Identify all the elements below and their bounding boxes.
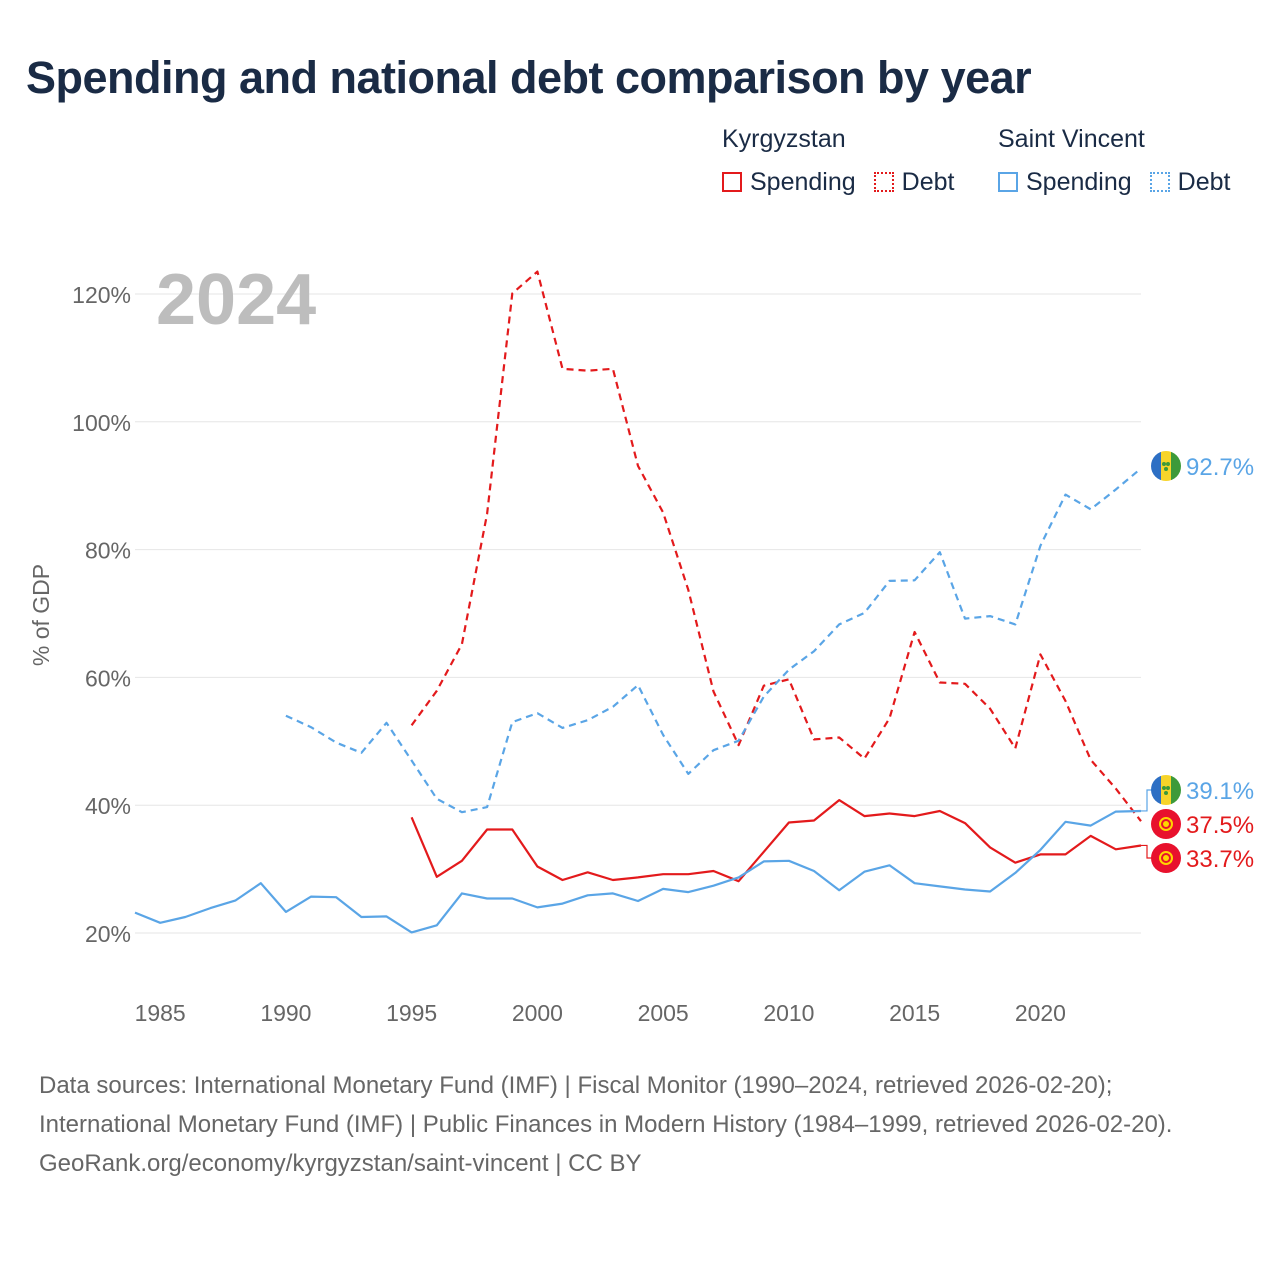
flag-sun-center — [1163, 821, 1169, 827]
legend-saint-vincent-debt-label: Debt — [1177, 167, 1231, 196]
flag-sun-center — [1163, 855, 1169, 861]
flag-sun — [1159, 817, 1173, 831]
y-tick-label: 120% — [72, 282, 131, 308]
dotted-line-swatch-icon — [1149, 172, 1170, 192]
y-axis-label: % of GDP — [28, 564, 54, 666]
end-value-label: 33.7% — [1186, 846, 1254, 873]
legend-kyrgyzstan-spending[interactable]: Spending — [722, 168, 856, 197]
end-label-connector — [1141, 844, 1153, 859]
x-tick-label: 2020 — [1015, 1000, 1066, 1026]
footer: Data sources: International Monetary Fun… — [39, 1066, 1239, 1183]
legend-saint-vincent-title: Saint Vincent — [998, 125, 1145, 153]
solid-line-swatch-icon — [998, 172, 1018, 192]
legend-kyrgyzstan: Kyrgyzstan Spending Debt — [722, 122, 954, 202]
x-tick-label: 1990 — [260, 1000, 311, 1026]
flag-diamond — [1166, 786, 1170, 790]
flag-diamond — [1164, 467, 1168, 471]
saint-vincent-debt-line — [285, 467, 1142, 814]
x-tick-label: 2010 — [763, 1000, 814, 1026]
kyrgyzstan-spending-line — [410, 798, 1142, 883]
end-value-label: 39.1% — [1186, 778, 1254, 805]
y-tick-label: 80% — [85, 538, 131, 564]
x-tick-label: 1985 — [135, 1000, 186, 1026]
flag-diamond — [1162, 786, 1166, 790]
end-value-label: 37.5% — [1186, 812, 1254, 839]
x-tick-label: 1995 — [386, 1000, 437, 1026]
legend-kyrgyzstan-debt-label: Debt — [901, 167, 955, 196]
legend-kyrgyzstan-debt[interactable]: Debt — [873, 167, 955, 197]
end-label-connector — [1141, 789, 1153, 812]
solid-line-swatch-icon — [722, 172, 742, 192]
line-chart: 20% 40% 60% 80% 100% 120% 1985 1990 1995 2000 2005… — [28, 260, 1254, 1026]
dotted-line-swatch-icon — [873, 172, 894, 192]
saint-vincent-spending-line — [134, 809, 1142, 934]
y-tick-label: 100% — [72, 410, 131, 436]
legend-saint-vincent-debt[interactable]: Debt — [1149, 167, 1231, 197]
y-tick-label: 40% — [85, 793, 131, 819]
x-tick-label: 2000 — [512, 1000, 563, 1026]
legend-kyrgyzstan-spending-label: Spending — [750, 167, 856, 196]
kyrgyzstan-flag-icon — [1151, 843, 1181, 873]
legend-saint-vincent-spending[interactable]: Spending — [998, 168, 1132, 197]
flag-blue-band — [1151, 451, 1161, 481]
x-tick-label: 2015 — [889, 1000, 940, 1026]
legend-saint-vincent: Saint Vincent Spending Debt — [998, 122, 1230, 202]
chart-title: Spending and national debt comparison by… — [26, 52, 1032, 103]
flag-blue-band — [1151, 775, 1161, 805]
y-tick-label: 60% — [85, 665, 131, 691]
saint-vincent-flag-icon — [1151, 451, 1181, 481]
saint-vincent-flag-icon — [1151, 775, 1181, 805]
end-value-label: 92.7% — [1186, 454, 1254, 481]
kyrgyzstan-flag-icon — [1151, 809, 1181, 839]
legend-kyrgyzstan-title: Kyrgyzstan — [722, 125, 846, 153]
kyrgyzstan-debt-line — [410, 270, 1142, 822]
flag-yellow-band — [1161, 451, 1171, 481]
flag-sun — [1159, 851, 1173, 865]
x-tick-label: 2005 — [638, 1000, 689, 1026]
data-sources-text: Data sources: International Monetary Fun… — [39, 1072, 1173, 1138]
credit-link[interactable]: GeoRank.org/economy/kyrgyzstan/saint-vin… — [39, 1150, 642, 1177]
flag-yellow-band — [1161, 775, 1171, 805]
legend-saint-vincent-spending-label: Spending — [1026, 167, 1132, 196]
y-tick-label: 20% — [85, 921, 131, 947]
flag-diamond — [1162, 462, 1166, 466]
year-label: 2024 — [156, 260, 316, 340]
flag-diamond — [1166, 462, 1170, 466]
flag-diamond — [1164, 791, 1168, 795]
flag-green-band — [1171, 451, 1181, 481]
flag-green-band — [1171, 775, 1181, 805]
